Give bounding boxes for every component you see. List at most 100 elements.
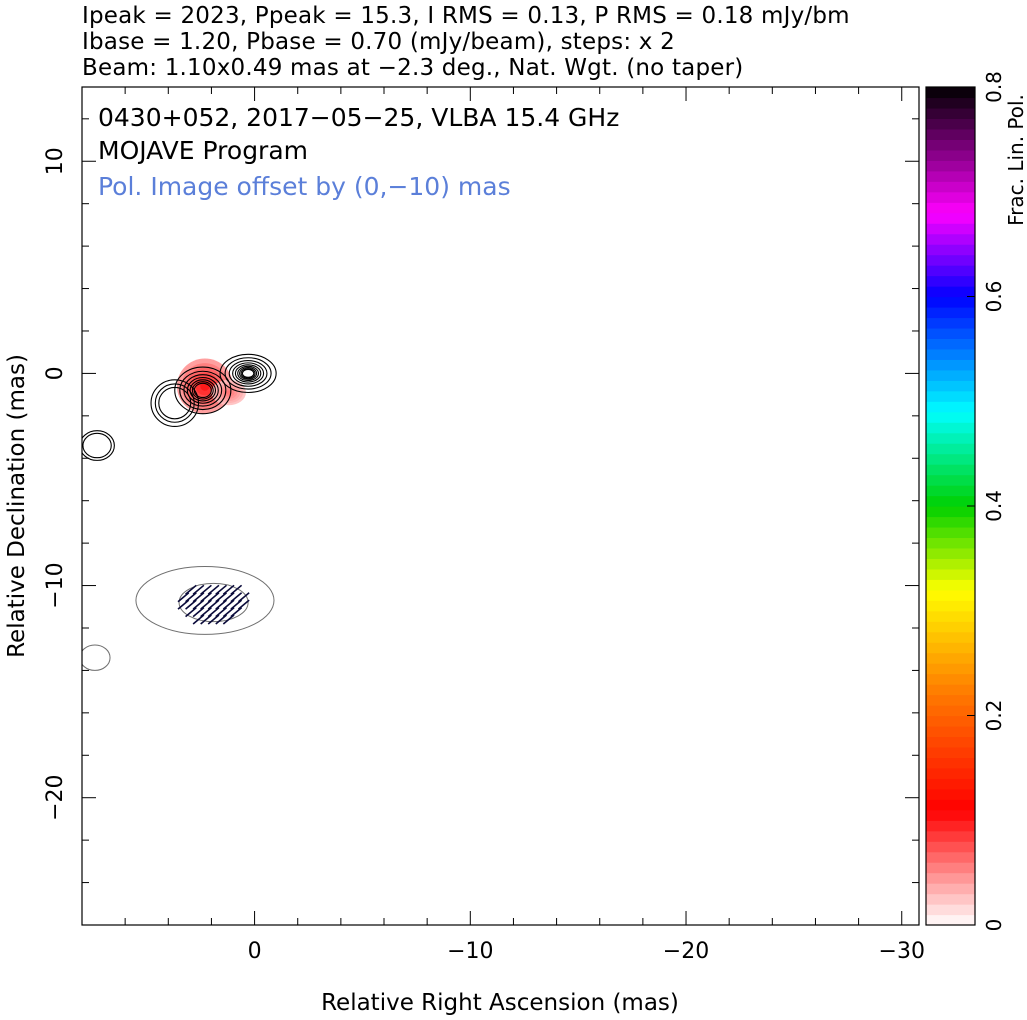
colorbar-band [926,883,975,895]
colorbar-band [926,736,975,748]
evpa-vector-10 [222,584,235,595]
colorbar-band [926,244,975,256]
header-line-2: Ibase = 1.20, Pbase = 0.70 (mJy/beam), s… [82,29,675,55]
source-annotation: 0430+052, 2017−05−25, VLBA 15.4 GHz [98,103,619,132]
colorbar-band [926,767,975,779]
y-tick-label: 10 [43,147,68,175]
colorbar-band [926,443,975,455]
colorbar-tick-label: 0.2 [982,700,1006,732]
colorbar-band [926,872,975,884]
colorbar-band [926,390,975,402]
colorbar-band [926,338,975,350]
colorbar-band [926,369,975,381]
colorbar-band [926,170,975,182]
stokes-i-contour-core-1 [224,357,272,390]
stokes-i-contour-core-0 [219,353,277,394]
colorbar-band [926,149,975,161]
evpa-vector-20 [207,584,220,595]
evpa-vector-33 [185,592,197,603]
polarized-flux-contour-2 [82,644,111,671]
evpa-vector-23 [200,599,212,610]
colorbar-band [926,212,975,224]
x-axis-label: Relative Right Ascension (mas) [321,990,679,1016]
x-tick-label: 0 [248,939,262,964]
colorbar-band [926,579,975,591]
y-tick-label: −20 [43,774,68,820]
polarized-flux-contour-0 [135,565,275,635]
evpa-vector-6 [222,614,235,625]
x-tick-label: −10 [447,939,493,964]
colorbar-band [926,118,975,130]
evpa-vector-27 [192,606,205,618]
colorbar-band [926,673,975,685]
colorbar-band [926,526,975,539]
polarized-flux-contour-5 [56,696,69,709]
colorbar-band [926,306,975,319]
colorbar-band [926,830,975,842]
colorbar-band [926,453,975,465]
colorbar-band [926,296,975,308]
evpa-vector-5 [230,584,243,595]
stokes-i-contour-knot-3-0 [82,430,115,461]
colorbar-band [926,286,975,298]
colorbar-band [926,422,975,434]
evpa-vector-18 [207,599,220,610]
colorbar-band [926,495,975,507]
evpa-vector-16 [207,614,220,625]
colorbar-band [926,411,975,423]
stokes-i-contour-core-5 [237,365,260,382]
colorbar-band [926,160,975,172]
stokes-i-contour-core-2 [228,360,268,387]
axis-ticks: 0 −10 −20 −30 10 0 −10 −20 [43,87,925,964]
polarized-flux-contour-1 [178,582,249,623]
colorbar-band [926,788,975,800]
colorbar-band [926,642,975,654]
colorbar-band [926,694,975,706]
stokes-i-contour-knot-2-0 [150,379,200,427]
colorbar-band [926,841,975,853]
colorbar-band [926,589,975,601]
plot-frame [81,86,920,926]
stokes-i-contour-core-6 [239,367,258,380]
colorbar-band [926,87,975,99]
colorbar-band [926,233,975,245]
colorbar-band [926,600,975,612]
evpa-vector-24 [200,592,212,603]
colorbar-band [926,725,975,738]
colorbar-band [926,401,975,413]
colorbar-band [926,746,975,758]
colorbar-band [926,809,975,821]
evpa-vector-36 [177,592,190,603]
colorbar-band [926,506,975,518]
colorbar-band [926,547,975,559]
colorbar-band [926,904,975,916]
colorbar-band [926,380,975,392]
colorbar-band [926,275,975,287]
colorbar-tick-label: 0 [982,919,1006,932]
header-line-1: Ipeak = 2023, Ppeak = 15.3, I RMS = 0.13… [82,3,850,29]
colorbar-tick-label: 0.6 [982,281,1006,313]
colorbar-band [926,610,975,622]
colorbar-label: Frac. Lin. Pol. [1004,94,1027,226]
evpa-vector-35 [177,599,190,610]
stokes-i-contour-core-4 [234,364,262,383]
colorbar-band [926,97,975,109]
contours [2,353,277,721]
pol-offset-annotation: Pol. Image offset by (0,−10) mas [98,172,511,201]
colorbar-band [926,568,975,580]
colorbar-band [926,348,975,360]
colorbar-band [926,359,975,371]
colorbar-band [926,191,975,203]
x-tick-label: −20 [663,939,709,964]
colorbar-tick-label: 0.4 [982,490,1006,522]
evpa-vector-25 [200,584,212,595]
colorbar-band [926,621,975,633]
evpa-vector-2 [230,606,243,618]
colorbar-band [926,705,975,717]
polarized-flux-contour-3 [2,687,49,721]
colorbar-band [926,715,975,727]
colorbar-band [926,631,975,643]
x-tick-label: −30 [879,939,925,964]
colorbar-band [926,558,975,570]
